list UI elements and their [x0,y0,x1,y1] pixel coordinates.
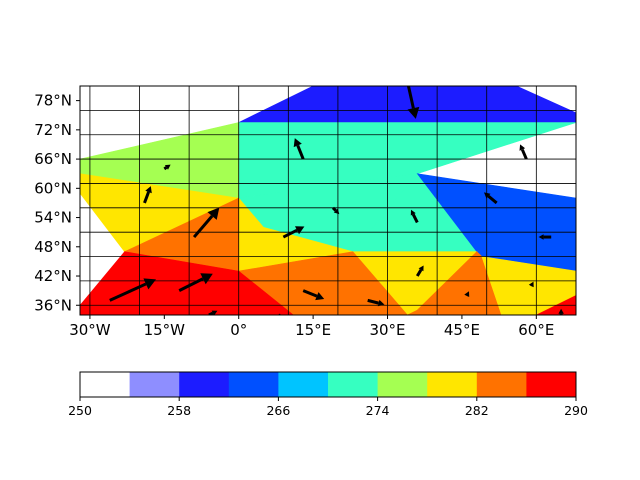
wind-arrow-shaft [411,213,419,224]
wind-arrow-shaft [109,282,147,302]
wind-arrow-head [200,273,213,285]
wind-arrow-shaft [192,215,214,239]
colorbar-frame [79,371,577,398]
wind-arrow-head [207,207,220,220]
colorbar-tick-label: 290 [564,403,588,418]
map-axes: 30°W 15°W 0° 15°E 30°E 45°E 60°E 36°N 42°N 48°N 5… [34,85,577,339]
colorbar-cell [179,372,230,397]
wind-arrow-head [410,209,416,216]
wind-arrow-head [484,192,491,199]
y-tick-label: 54°N [34,209,72,227]
wind-arrow-1 [406,86,420,119]
wind-arrow-shaft [143,191,150,204]
y-tick-label: 48°N [34,238,72,256]
wind-arrow-head [164,164,171,170]
wind-arrow-head [211,310,218,315]
colorbar-cells [80,372,577,397]
gridline-layer [80,86,576,315]
y-axis-ticks: 36°N 42°N 48°N 54°N 60°N 66°N 72°N 78°N [34,92,80,314]
wind-arrow-7 [331,206,340,215]
x-axis-ticks: 30°W 15°W 0° 15°E 30°E 45°E 60°E [69,315,554,339]
colorbar-ticks: 250 258 266 274 282 290 [68,397,588,418]
wind-arrow-shaft [367,298,379,305]
y-tick-label: 36°N [34,296,72,314]
x-tick-label: 30°E [369,321,405,339]
colorbar-tick-label: 250 [68,403,92,418]
wind-arrow-head [407,106,420,119]
wind-arrow-shaft [331,206,337,212]
wind-arrow-16 [367,298,385,307]
x-tick-label: 45°E [444,321,480,339]
wind-arrow-head [143,278,156,290]
wind-arrow-18 [528,281,534,288]
wind-arrow-shaft [487,194,498,205]
wind-arrow-5 [143,186,152,204]
colorbar-tick-label: 274 [366,403,390,418]
colorbar-cell [129,372,180,397]
colorbar-tick-label: 258 [167,403,191,418]
colorbar-cell [476,372,527,397]
wind-arrow-head [558,308,564,314]
wind-arrow-17 [464,291,470,297]
wind-arrow-head [528,281,534,288]
wind-arrow-4 [163,164,171,171]
wind-arrow-12 [415,265,424,277]
wind-arrow-head [464,291,470,297]
x-tick-label: 15°E [295,321,331,339]
y-tick-label: 42°N [34,267,72,285]
wind-arrow-shaft [178,277,204,292]
wind-arrow-shaft [163,166,168,171]
colorbar-cell [228,372,279,397]
x-tick-label: 30°W [69,321,111,339]
colorbar-cell [80,372,130,397]
x-tick-label: 60°E [518,321,554,339]
colorbar-cell [328,372,378,397]
wind-arrow-shaft [282,228,298,239]
wind-arrow-head [377,299,385,307]
wind-arrow-8 [410,209,419,224]
map-frame [79,85,577,316]
wind-arrow-shaft [406,86,415,109]
wind-arrow-head [315,292,325,301]
wind-arrow-3 [519,144,528,160]
wind-arrow-6 [192,207,220,239]
wind-arrow-10 [282,226,305,239]
colorbar-cell [526,372,577,397]
y-tick-label: 72°N [34,121,72,139]
wind-arrow-head [145,186,152,194]
y-tick-label: 60°N [34,179,72,197]
colorbar-cell [377,372,428,397]
colorbar-tick-label: 282 [465,403,489,418]
wind-arrow-head [418,265,424,272]
wind-arrow-9 [484,192,498,205]
y-tick-label: 66°N [34,150,72,168]
wind-arrow-2 [293,138,305,160]
y-tick-label: 78°N [34,92,72,110]
colorbar-cell [278,372,329,397]
wind-arrow-head [538,234,544,240]
wind-arrow-head [295,226,305,235]
wind-arrow-14 [178,273,213,292]
wind-arrow-shaft [302,289,318,298]
wind-arrow-13 [109,278,156,302]
wind-vector-layer [109,86,564,315]
wind-arrow-head [519,144,526,151]
colorbar-cell [427,372,478,397]
wind-arrow-head [293,138,302,148]
wind-arrow-11 [538,234,552,240]
x-tick-label: 0° [230,321,247,339]
contour-region-13 [407,251,502,315]
wind-arrow-15 [302,289,325,301]
wind-arrow-shaft [520,148,528,160]
colorbar: 250 258 266 274 282 290 [68,371,588,418]
colorbar-tick-label: 266 [266,403,290,418]
wind-arrow-shaft [415,269,423,277]
wind-arrow-shaft [296,144,305,160]
x-tick-label: 15°W [144,321,186,339]
contour-region-12 [80,251,294,315]
wind-arrow-head [333,208,340,215]
